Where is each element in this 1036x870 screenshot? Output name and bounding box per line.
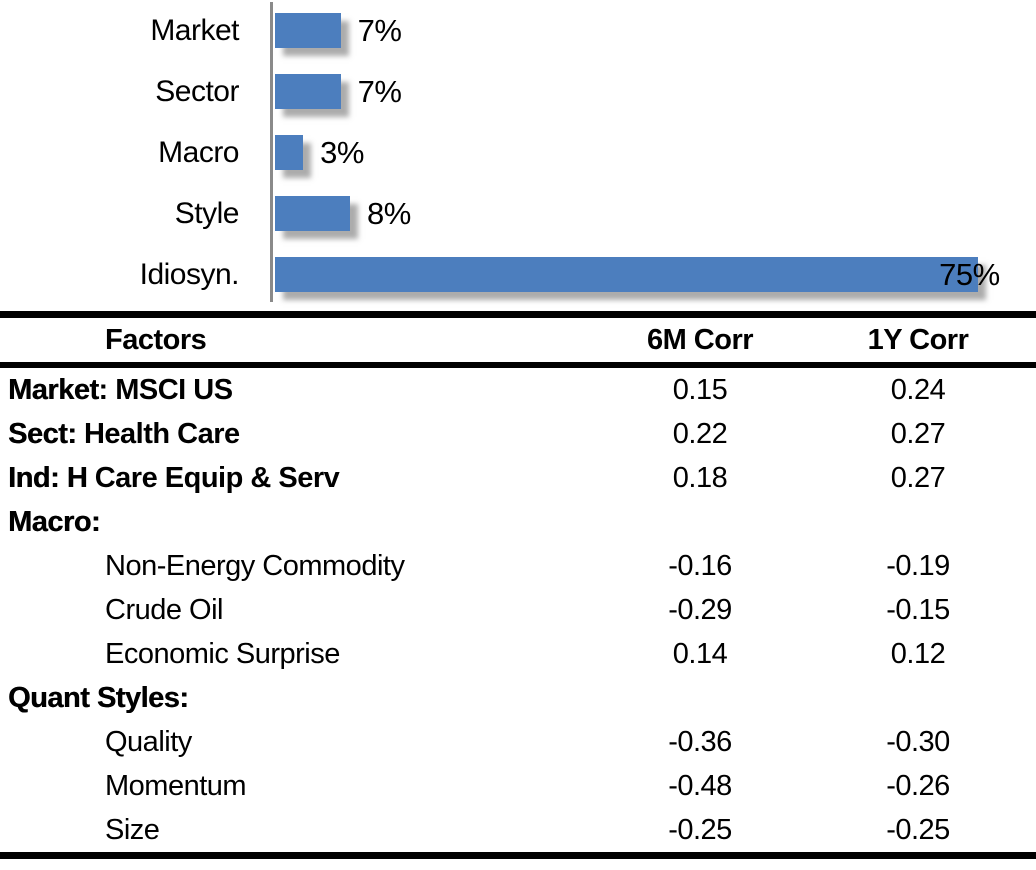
corr-6m-value: 0.18 [672, 461, 728, 494]
corr-1y-value: 0.24 [890, 373, 946, 406]
risk-decomposition-bar-chart: Market 7% Sector 7% Macro 3% Style 8% Idiosyn. 75… [0, 0, 1036, 306]
table-body: Market: MSCI US 0.15 0.24 Sect: Health Care… [0, 368, 1036, 852]
table-row: Macro: [0, 500, 1036, 544]
plot-area: 3% [272, 122, 1036, 183]
factor-label-cell: Size [0, 814, 600, 847]
factor-label-cell: Momentum [0, 770, 600, 803]
corr-1y-value: -0.19 [886, 549, 950, 582]
factor-label-cell: Non-Energy Commodity [0, 550, 600, 583]
factor-label-text: Quality [105, 725, 192, 758]
factor-label-cell: Quality [0, 726, 600, 759]
corr-6m-value: -0.48 [668, 769, 732, 802]
category-label: Market [150, 13, 239, 47]
corr-1y-value: 0.27 [890, 417, 946, 450]
table-row: Market: MSCI US 0.15 0.24 [0, 368, 1036, 412]
factor-label-text: Care Equip & Serv [87, 461, 340, 494]
factor-label-text: Non-Energy Commodity [105, 549, 405, 582]
table-row: Quant Styles: [0, 676, 1036, 720]
column-header-factors: Factors [105, 323, 207, 356]
factor-label-text: Momentum [105, 769, 247, 802]
table-row: Non-Energy Commodity -0.16 -0.19 [0, 544, 1036, 588]
factor-label-prefix: Macro: [8, 505, 101, 538]
factor-label-cell: Market: MSCI US [0, 374, 600, 407]
bar [275, 13, 341, 48]
table-row: Ind: H Care Equip & Serv 0.18 0.27 [0, 456, 1036, 500]
factor-label-cell: Sect: Health Care [0, 418, 600, 451]
plot-area: 7% [272, 61, 1036, 122]
bar-value-label: 3% [320, 134, 364, 170]
corr-1y-value: -0.25 [886, 813, 950, 846]
corr-6m-value: 0.22 [672, 417, 728, 450]
bar-value-label: 8% [367, 195, 411, 231]
factor-correlation-table: Factors 6M Corr 1Y Corr Market: MSCI US 0… [0, 311, 1036, 859]
corr-1y-value: 0.12 [890, 637, 946, 670]
factor-label-cell: Quant Styles: [0, 682, 600, 715]
bar [275, 135, 304, 170]
plot-area: 75% [272, 244, 1036, 305]
factor-label-cell: Economic Surprise [0, 638, 600, 671]
table-row: Sect: Health Care 0.22 0.27 [0, 412, 1036, 456]
factor-label-text: : MSCI US [98, 373, 234, 406]
column-header-6m-corr: 6M Corr [646, 323, 754, 356]
bar-value-label: 75% [939, 256, 1000, 292]
plot-area: 7% [272, 0, 1036, 61]
table-row: Momentum -0.48 -0.26 [0, 764, 1036, 808]
factor-label-text: Economic Surprise [105, 637, 340, 670]
factor-label-prefix: Quant Styles: [8, 681, 189, 714]
bar [275, 196, 350, 231]
factor-label-cell: Ind: H Care Equip & Serv [0, 462, 600, 495]
table-row: Size -0.25 -0.25 [0, 808, 1036, 852]
chart-row: Sector 7% [0, 61, 1036, 122]
corr-6m-value: -0.25 [668, 813, 732, 846]
category-label: Sector [155, 74, 239, 108]
bar-value-label: 7% [357, 12, 402, 48]
factor-label-prefix: Sect: [8, 417, 77, 450]
corr-6m-value: -0.36 [668, 725, 732, 758]
factor-label-cell: Macro: [0, 506, 600, 539]
corr-1y-value: 0.27 [890, 461, 946, 494]
chart-row: Idiosyn. 75% [0, 244, 1036, 305]
y-axis-line [270, 2, 273, 302]
category-label: Macro [158, 135, 239, 169]
corr-6m-value: -0.16 [668, 549, 732, 582]
factor-label-prefix: Market [8, 373, 99, 406]
category-label: Idiosyn. [139, 257, 240, 291]
table-row: Economic Surprise 0.14 0.12 [0, 632, 1036, 676]
column-header-1y-corr: 1Y Corr [867, 323, 969, 356]
category-label: Style [174, 196, 240, 230]
factor-label-prefix: Ind: H [8, 461, 88, 494]
bar-value-label: 7% [357, 73, 402, 109]
factor-label-text: Size [105, 813, 160, 846]
corr-1y-value: -0.30 [886, 725, 950, 758]
factor-label-text: Health Care [76, 417, 240, 450]
table-row: Crude Oil -0.29 -0.15 [0, 588, 1036, 632]
corr-1y-value: -0.26 [886, 769, 950, 802]
corr-6m-value: 0.14 [672, 637, 728, 670]
table-row: Quality -0.36 -0.30 [0, 720, 1036, 764]
chart-row: Macro 3% [0, 122, 1036, 183]
corr-1y-value: -0.15 [886, 593, 950, 626]
bar [275, 257, 979, 292]
bar [275, 74, 341, 109]
bar-chart-rows: Market 7% Sector 7% Macro 3% Style 8% Idiosyn. 75… [0, 0, 1036, 305]
chart-row: Market 7% [0, 0, 1036, 61]
corr-6m-value: 0.15 [672, 373, 728, 406]
chart-row: Style 8% [0, 183, 1036, 244]
corr-6m-value: -0.29 [668, 593, 732, 626]
table-header-row: Factors 6M Corr 1Y Corr [0, 318, 1036, 368]
factor-label-text: Crude Oil [105, 593, 224, 626]
factor-label-cell: Crude Oil [0, 594, 600, 627]
plot-area: 8% [272, 183, 1036, 244]
